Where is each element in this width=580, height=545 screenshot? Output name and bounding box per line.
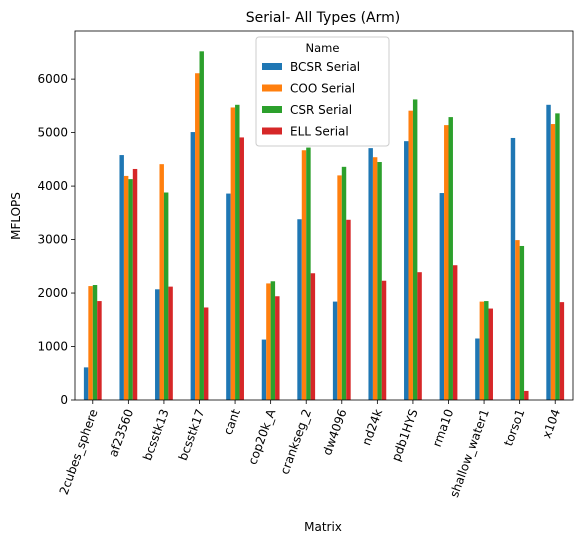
y-tick-label: 5000 bbox=[37, 126, 68, 140]
bar-bcsr-serial-x104 bbox=[546, 104, 551, 401]
x-tick-label: rma10 bbox=[430, 407, 457, 448]
bar-ell-serial-rma10 bbox=[452, 265, 458, 400]
bar-bcsr-serial-shallow_water1 bbox=[475, 338, 480, 400]
bar-coo-serial-af23560 bbox=[123, 175, 129, 400]
bar-ell-serial-bcsstk13 bbox=[168, 286, 173, 400]
bar-bcsr-serial-cop20k_a bbox=[261, 339, 267, 400]
bar-csr-serial-bcsstk17 bbox=[199, 51, 204, 400]
x-tick-label: torso1 bbox=[501, 407, 527, 448]
x-tick-label: nd24k bbox=[359, 407, 385, 447]
bar-coo-serial-rma10 bbox=[444, 125, 449, 401]
bar-ell-serial-pdb1hys bbox=[417, 272, 422, 400]
y-axis-label: MFLOPS bbox=[9, 192, 23, 240]
x-axis-label: Matrix bbox=[304, 520, 342, 534]
x-tick-label: shallow_water1 bbox=[447, 407, 492, 499]
bar-csr-serial-pdb1hys bbox=[412, 99, 418, 400]
x-tick-label: cant bbox=[221, 407, 243, 437]
y-tick-label: 3000 bbox=[37, 233, 68, 247]
bar-coo-serial-pdb1hys bbox=[408, 110, 413, 401]
bar-ell-serial-x104 bbox=[559, 302, 565, 400]
axes-frame bbox=[74, 30, 574, 401]
x-tick-label: crankseg_2 bbox=[277, 407, 314, 476]
bar-csr-serial-cant bbox=[235, 104, 240, 401]
y-tick-label: 6000 bbox=[37, 72, 68, 86]
legend: Name BCSR Serial COO Serial CSR Serial ELL S… bbox=[255, 36, 390, 147]
bar-ell-serial-dw4096 bbox=[346, 219, 351, 400]
bar-csr-serial-dw4096 bbox=[341, 166, 347, 400]
y-tick-label: 2000 bbox=[37, 286, 68, 300]
bar-csr-serial-torso1 bbox=[519, 245, 525, 400]
x-tick-label: bcsstk17 bbox=[176, 407, 208, 462]
bar-bcsr-serial-crankseg_2 bbox=[297, 219, 302, 400]
bar-coo-serial-shallow_water1 bbox=[479, 301, 485, 400]
bar-coo-serial-bcsstk13 bbox=[159, 164, 164, 400]
bar-ell-serial-torso1 bbox=[524, 390, 529, 400]
bar-ell-serial-shallow_water1 bbox=[488, 308, 493, 400]
legend-label: COO Serial bbox=[290, 82, 355, 96]
x-tick-label: 2cubes_sphere bbox=[57, 407, 101, 496]
bar-csr-serial-af23560 bbox=[128, 179, 133, 400]
bar-csr-serial-crankseg_2 bbox=[306, 147, 311, 400]
legend-label: BCSR Serial bbox=[290, 60, 360, 74]
y-tick-label: 4000 bbox=[37, 179, 68, 193]
bar-coo-serial-dw4096 bbox=[337, 175, 342, 400]
bar-coo-serial-2cubes_sphere bbox=[88, 286, 93, 400]
legend-swatch bbox=[262, 106, 282, 113]
bar-coo-serial-x104 bbox=[550, 124, 556, 401]
bar-ell-serial-cop20k_a bbox=[275, 296, 280, 400]
chart-title: Serial- All Types (Arm) bbox=[246, 10, 400, 26]
legend-label: ELL Serial bbox=[290, 125, 349, 139]
bar-csr-serial-shallow_water1 bbox=[484, 301, 489, 400]
bar-ell-serial-af23560 bbox=[132, 168, 138, 400]
bar-bcsr-serial-cant bbox=[226, 193, 231, 400]
bar-csr-serial-2cubes_sphere bbox=[92, 285, 98, 400]
x-tick-label: dw4096 bbox=[320, 407, 350, 457]
bar-ell-serial-cant bbox=[239, 137, 244, 401]
bar-ell-serial-nd24k bbox=[381, 280, 387, 400]
bar-ell-serial-2cubes_sphere bbox=[97, 301, 102, 400]
bar-coo-serial-torso1 bbox=[515, 240, 520, 400]
bar-bcsr-serial-bcsstk17 bbox=[190, 132, 196, 400]
bar-coo-serial-cop20k_a bbox=[266, 283, 271, 400]
bar-csr-serial-nd24k bbox=[377, 162, 382, 400]
bar-bcsr-serial-rma10 bbox=[439, 193, 445, 400]
x-tick-label: cop20k_A bbox=[245, 406, 278, 466]
bar-coo-serial-bcsstk17 bbox=[195, 73, 200, 400]
bar-bcsr-serial-af23560 bbox=[119, 155, 124, 400]
x-tick-label: x104 bbox=[540, 407, 563, 440]
bar-ell-serial-crankseg_2 bbox=[310, 273, 316, 400]
x-tick-label: pdb1HYS bbox=[389, 407, 421, 463]
bar-csr-serial-cop20k_a bbox=[270, 281, 276, 400]
bar-bcsr-serial-bcsstk13 bbox=[155, 289, 160, 400]
legend-swatch bbox=[262, 63, 282, 70]
bar-coo-serial-nd24k bbox=[372, 157, 378, 400]
x-tick-label: af23560 bbox=[106, 407, 136, 459]
y-tick-label: 0 bbox=[60, 393, 68, 407]
bar-coo-serial-cant bbox=[230, 107, 236, 400]
bar-bcsr-serial-dw4096 bbox=[332, 301, 338, 400]
bar-bcsr-serial-nd24k bbox=[368, 148, 373, 400]
bar-csr-serial-bcsstk13 bbox=[163, 192, 169, 400]
bar-csr-serial-x104 bbox=[555, 113, 560, 401]
x-tick-label: bcsstk13 bbox=[140, 407, 172, 462]
legend-title: Name bbox=[306, 41, 340, 55]
bar-bcsr-serial-2cubes_sphere bbox=[83, 367, 89, 400]
bar-csr-serial-rma10 bbox=[448, 117, 453, 400]
legend-box bbox=[255, 36, 390, 147]
y-tick-label: 1000 bbox=[37, 340, 68, 354]
bar-bcsr-serial-torso1 bbox=[510, 137, 516, 400]
bar-ell-serial-bcsstk17 bbox=[203, 307, 209, 400]
bar-coo-serial-crankseg_2 bbox=[301, 150, 307, 400]
legend-label: CSR Serial bbox=[290, 103, 352, 117]
bar-bcsr-serial-pdb1hys bbox=[404, 141, 409, 401]
legend-swatch bbox=[262, 84, 282, 92]
legend-swatch bbox=[262, 127, 282, 135]
